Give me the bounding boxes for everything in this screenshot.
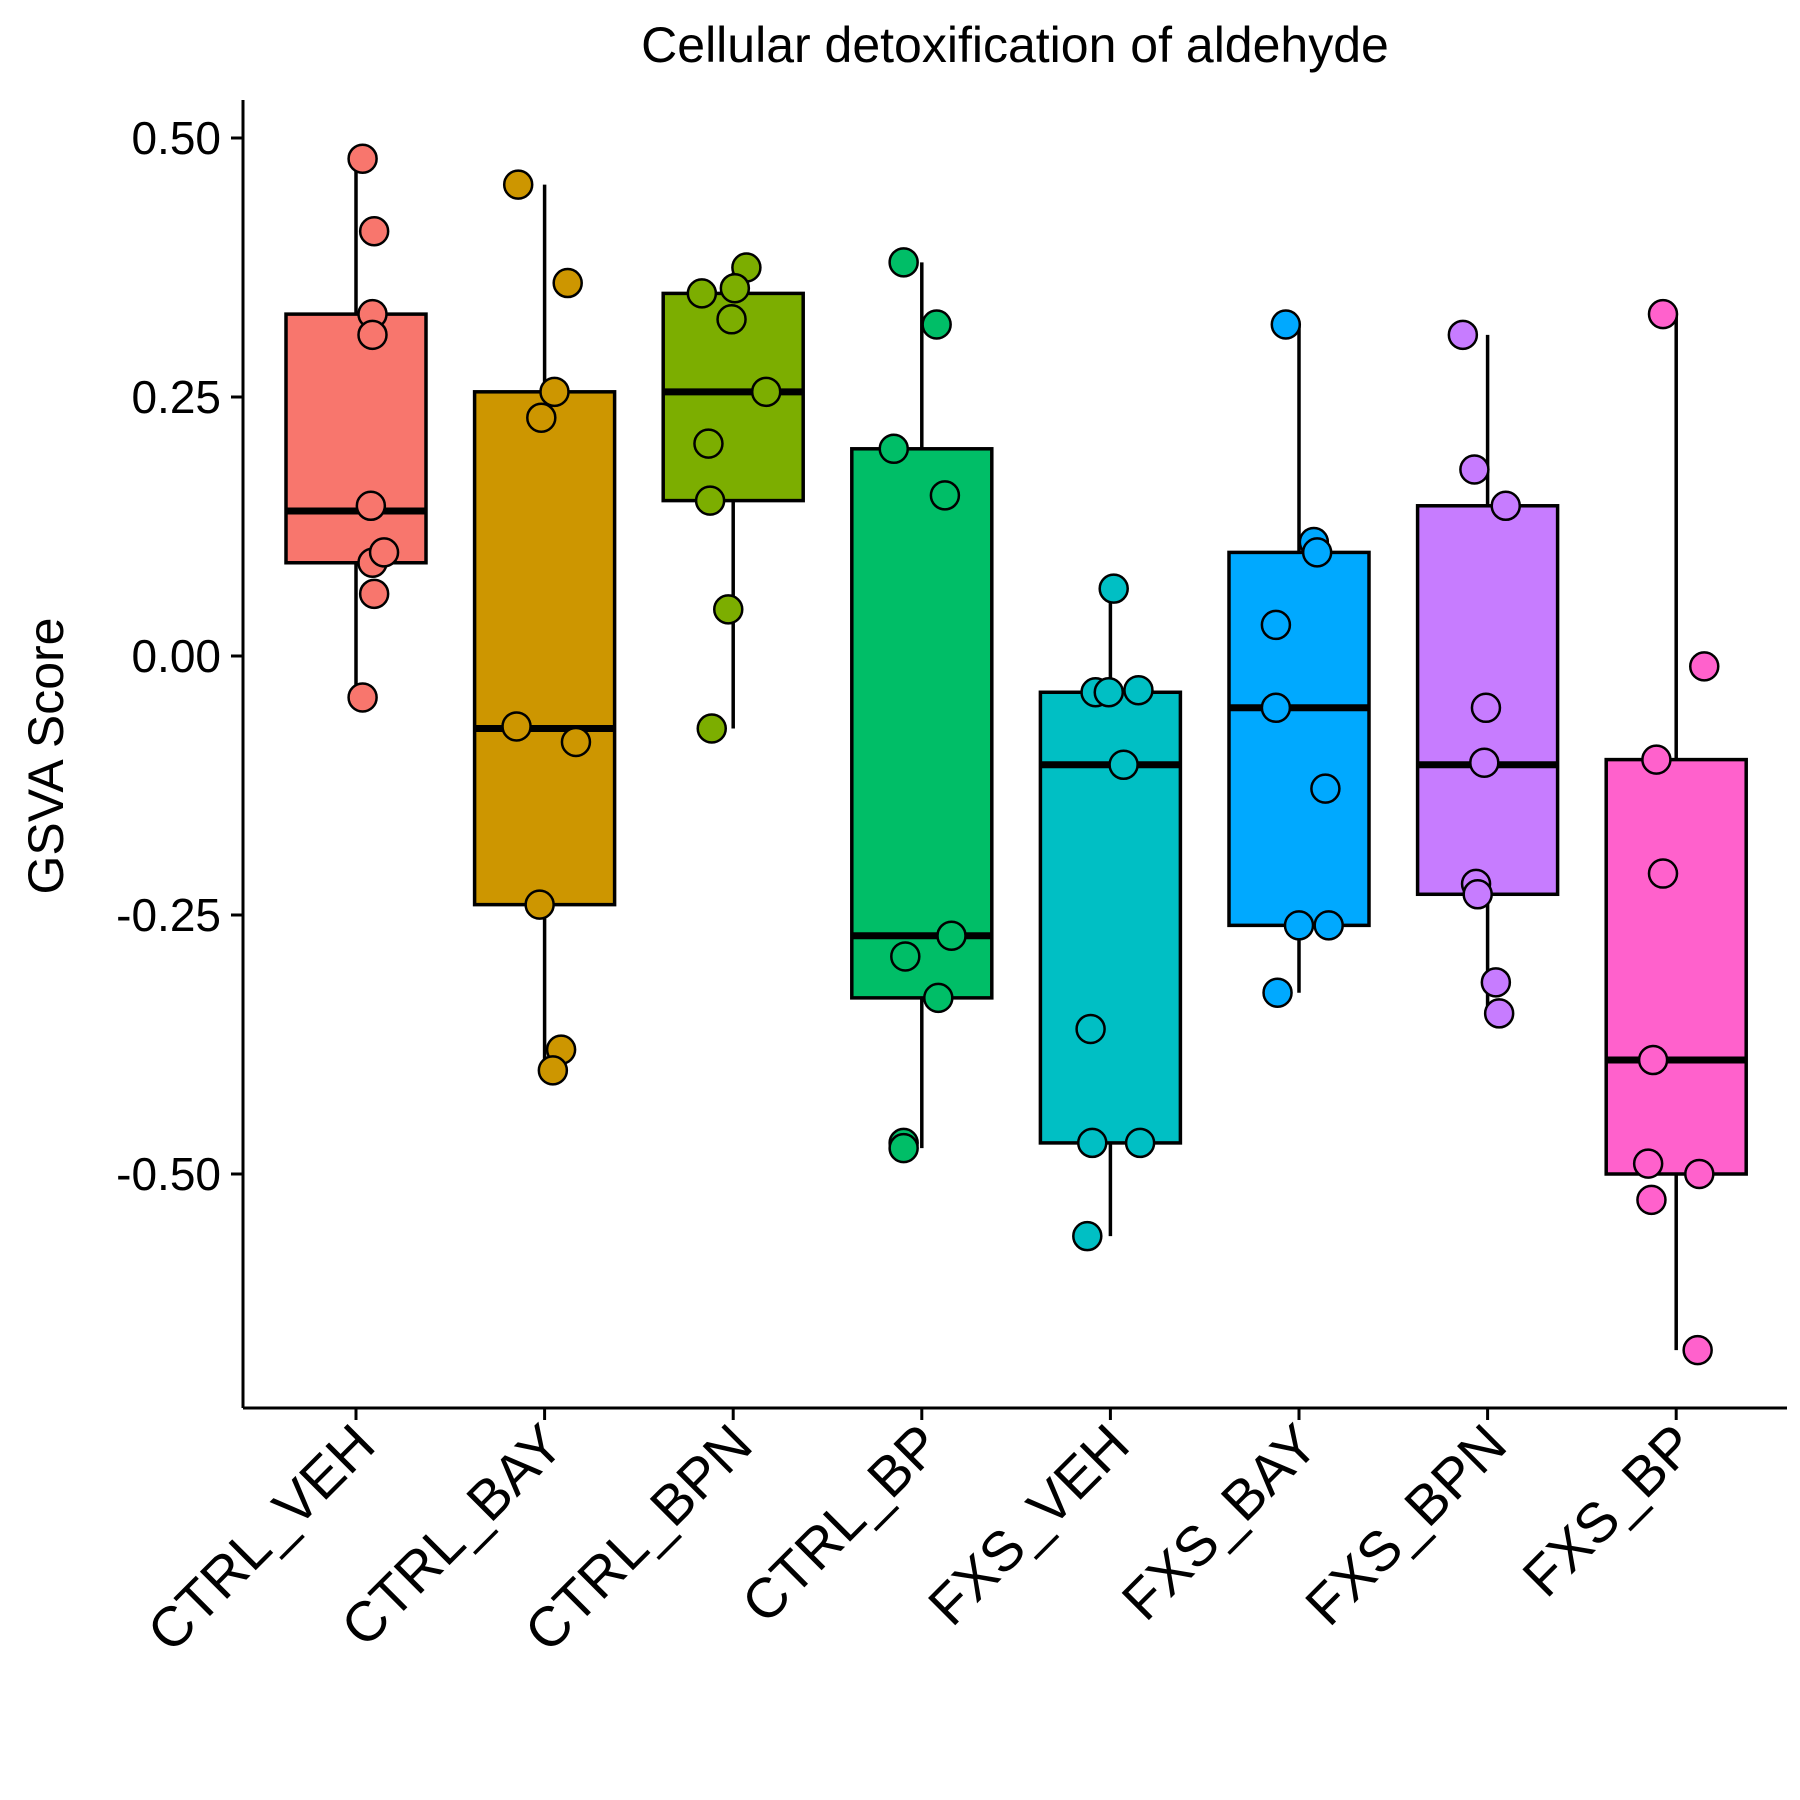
x-tick-label: FXS_BP (1510, 1412, 1706, 1608)
y-tick-label: 0.25 (131, 371, 221, 423)
data-point (502, 169, 534, 200)
data-point (357, 319, 388, 351)
plot-area (284, 143, 1748, 1366)
data-point (713, 594, 744, 625)
y-tick-label: -0.50 (116, 1148, 221, 1200)
box (1604, 757, 1748, 1176)
box-group-fxs-bp (1604, 298, 1748, 1366)
data-point (693, 428, 724, 459)
data-point (696, 713, 727, 744)
data-point (537, 1055, 569, 1086)
data-point (1682, 1334, 1713, 1366)
data-point (347, 682, 378, 713)
data-point (929, 480, 961, 511)
box (472, 390, 617, 907)
data-point (1641, 744, 1672, 775)
data-point (1636, 1184, 1667, 1216)
data-point (923, 982, 954, 1014)
box-group-ctrl-bpn (661, 252, 805, 744)
data-point (936, 920, 967, 951)
y-tick-label: -0.25 (116, 889, 221, 941)
data-point (1462, 879, 1493, 910)
data-point (501, 711, 532, 742)
data-point (1313, 910, 1344, 941)
data-point (1689, 651, 1720, 682)
data-point (355, 490, 387, 522)
y-axis: 0.50 0.25 0.00 -0.25 -0.50 (116, 100, 245, 1408)
data-point (368, 537, 400, 568)
data-point (1647, 858, 1679, 889)
data-point (358, 215, 390, 247)
data-point (1262, 977, 1293, 1008)
data-point (1647, 298, 1679, 330)
box (850, 447, 994, 1000)
data-point (560, 726, 592, 758)
data-point (1490, 490, 1521, 522)
data-point (526, 402, 557, 433)
data-point (716, 304, 747, 335)
data-point (1072, 1220, 1103, 1252)
data-point (1108, 749, 1139, 781)
data-point (1124, 1127, 1156, 1159)
y-axis-label: GSVA Score (18, 618, 74, 895)
data-point (539, 376, 570, 408)
data-point (1260, 692, 1292, 724)
data-point (1283, 910, 1315, 941)
data-point (750, 376, 782, 408)
box-group-ctrl-bp (850, 247, 994, 1164)
data-point (1270, 309, 1302, 340)
box (1227, 550, 1371, 928)
data-point (1310, 773, 1341, 804)
x-axis: CTRL_VEHCTRL_BAYCTRL_BPNCTRL_BPFXS_VEHFX… (135, 1406, 1787, 1663)
data-point (524, 889, 555, 920)
y-tick-label: 0.00 (131, 630, 221, 682)
x-tick-label: FXS_VEH (916, 1412, 1141, 1637)
data-point (1123, 674, 1154, 706)
data-point (1098, 573, 1129, 604)
data-point (888, 1132, 919, 1164)
data-point (1483, 998, 1515, 1029)
data-point (1480, 967, 1512, 998)
box (284, 312, 428, 565)
data-point (921, 309, 952, 340)
box-group-ctrl-bay (472, 169, 617, 1086)
data-point (347, 143, 378, 174)
x-tick-label: FXS_BAY (1110, 1412, 1330, 1632)
data-point (1470, 692, 1502, 724)
data-point (552, 267, 583, 299)
y-tick-label: 0.50 (131, 112, 221, 164)
data-point (694, 485, 726, 516)
data-point (1093, 677, 1124, 708)
data-point (1447, 319, 1479, 351)
box-group-fxs-bpn (1415, 319, 1560, 1029)
data-point (1301, 537, 1333, 568)
data-point (1459, 454, 1490, 485)
data-point (358, 578, 390, 610)
data-point (686, 278, 718, 309)
box-group-fxs-veh (1038, 573, 1183, 1252)
data-point (1469, 747, 1500, 778)
data-point (1632, 1148, 1664, 1179)
data-point (1077, 1127, 1108, 1159)
data-point (1637, 1044, 1669, 1076)
data-point (890, 941, 921, 972)
data-point (888, 247, 919, 278)
data-point (1260, 609, 1292, 641)
box-group-fxs-bay (1227, 309, 1371, 1008)
data-point (1684, 1158, 1715, 1190)
data-point (878, 433, 909, 465)
data-point (719, 272, 751, 304)
data-point (1075, 1013, 1106, 1045)
chart-title: Cellular detoxification of aldehyde (641, 17, 1389, 73)
x-tick-label: FXS_BPN (1293, 1412, 1518, 1637)
x-tick-label: CTRL_BP (729, 1412, 952, 1635)
box-group-ctrl-veh (284, 143, 428, 713)
